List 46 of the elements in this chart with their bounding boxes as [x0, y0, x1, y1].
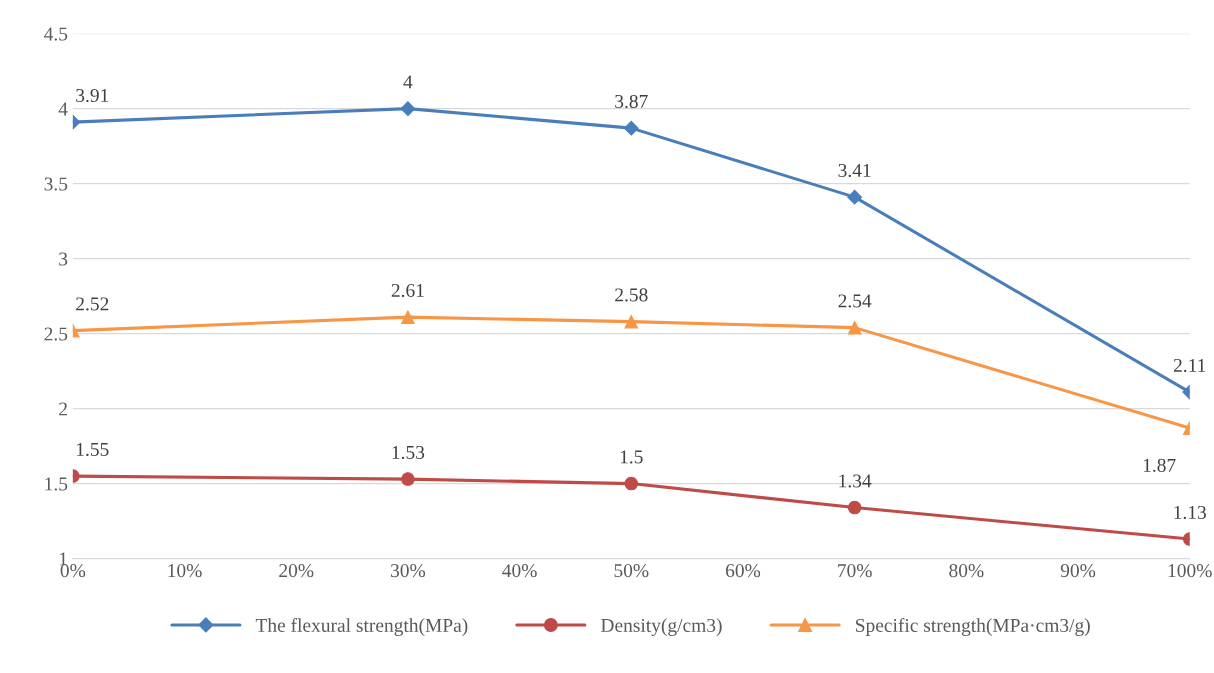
data-label: 1.5 [620, 450, 643, 464]
data-label: 3.91 [76, 88, 109, 103]
y-tick-label: 4.5 [44, 27, 68, 41]
data-label: 1.13 [1174, 505, 1206, 520]
data-label: 1.34 [839, 474, 872, 488]
x-tick-label: 80% [949, 564, 984, 578]
x-tick-label: 30% [391, 564, 426, 578]
point [624, 314, 639, 329]
data-label: 2.54 [838, 294, 872, 308]
legend-label: Specific strength(MPa·cm3/g) [856, 618, 1090, 636]
x-tick-label: 70% [838, 564, 872, 578]
point [847, 500, 862, 515]
data-label: 1.87 [1143, 458, 1176, 472]
data-label: 2.58 [615, 288, 648, 302]
x-tick-label: 20% [279, 564, 314, 578]
y-tick-label: 1.5 [45, 477, 68, 491]
y-tick-label: 1 [59, 552, 67, 566]
data-label: 3.87 [615, 94, 648, 109]
data-label: 4 [403, 75, 413, 89]
x-tick-label: 40% [502, 564, 537, 578]
data-label: 2.61 [391, 283, 424, 298]
point [624, 476, 639, 491]
y-tick-label: 2 [59, 402, 67, 416]
x-tick-label: 50% [614, 564, 649, 578]
point [847, 189, 863, 205]
x-tick-label: 10% [168, 564, 202, 578]
x-tick-label: 90% [1060, 564, 1096, 578]
y-tick-label: 3 [59, 252, 68, 266]
x-tick-label: 60% [725, 564, 761, 578]
x-tick-label: 0% [60, 564, 86, 578]
point [847, 320, 862, 335]
x-tick-label: 100% [1168, 564, 1212, 578]
y-tick-label: 3.5 [44, 177, 68, 191]
data-label: 2.52 [76, 297, 109, 311]
data-label: 1.53 [392, 445, 425, 460]
point [401, 310, 415, 324]
y-tick-label: 2.5 [44, 327, 68, 341]
data-label: 2.11 [1173, 358, 1206, 373]
point [623, 120, 639, 136]
legend-label: The flexural strength(MPa) [255, 618, 468, 636]
data-label: 3.41 [838, 163, 871, 178]
point [401, 472, 415, 486]
data-label: 1.55 [76, 442, 109, 457]
point [400, 101, 416, 117]
y-tick-label: 4 [58, 102, 68, 116]
legend-label: Density(g/cm3) [601, 618, 722, 636]
